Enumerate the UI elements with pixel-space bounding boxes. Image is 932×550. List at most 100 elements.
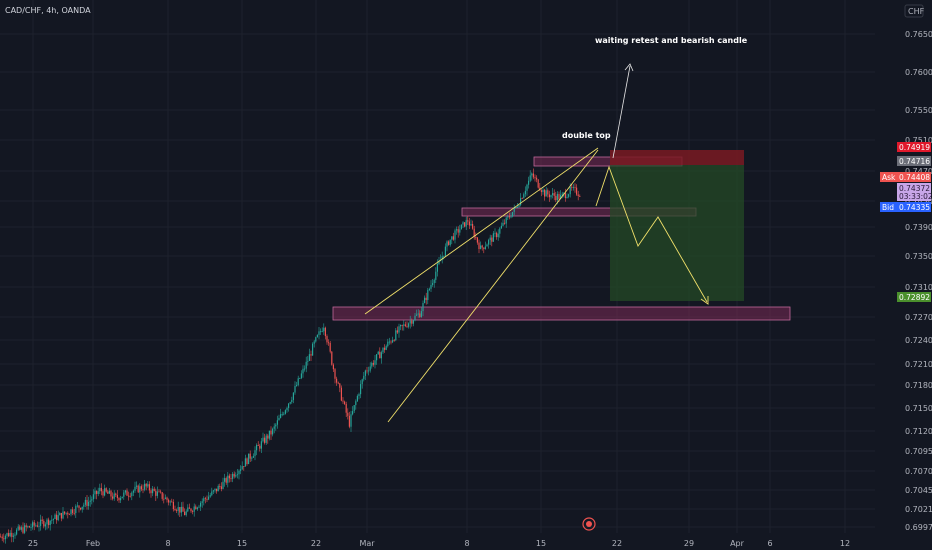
candle-body — [390, 341, 392, 343]
candle-body — [313, 341, 315, 344]
candle-body — [134, 486, 136, 491]
candle-body — [344, 401, 346, 404]
candle-body — [59, 513, 61, 516]
candle-body — [504, 222, 506, 224]
candle-body — [467, 220, 469, 222]
candle-body — [420, 311, 422, 318]
candle-body — [403, 324, 405, 326]
candle-body — [531, 173, 533, 176]
candle-body — [550, 195, 552, 198]
candle-body — [145, 483, 147, 487]
candle-body — [182, 506, 184, 512]
candle-body — [334, 369, 336, 379]
candle-body — [427, 289, 429, 301]
target-arrowhead — [700, 296, 709, 305]
candle-body — [377, 351, 379, 355]
candle-body — [200, 502, 202, 507]
candle-body — [36, 525, 38, 527]
candle-body — [19, 526, 21, 530]
time-axis[interactable]: 25 Feb 8 15 22 Mar 8 15 22 29 Apr 6 12 — [28, 539, 850, 548]
price-tag — [897, 183, 931, 201]
candle-body — [70, 509, 72, 515]
candle-body — [369, 366, 371, 371]
candle-body — [204, 498, 206, 500]
candle-body — [571, 186, 573, 188]
x-tick-label: 15 — [237, 539, 247, 548]
candle-body — [83, 504, 85, 507]
x-tick-label: 22 — [612, 539, 622, 548]
candle-body — [211, 491, 213, 496]
candle-body — [84, 499, 86, 505]
candle-body — [294, 385, 296, 393]
candle-body — [115, 493, 117, 496]
candle-body — [310, 354, 312, 356]
candle-body — [124, 490, 126, 493]
candle-body — [148, 484, 150, 491]
candle-body — [331, 351, 333, 365]
candle-body — [393, 340, 395, 341]
candle-body — [267, 435, 269, 439]
candle-body — [172, 501, 174, 510]
candle-body — [75, 506, 77, 514]
candle-body — [510, 216, 512, 218]
event-marker-icon[interactable] — [582, 517, 596, 531]
candle-body — [220, 486, 222, 489]
candle-body — [352, 411, 354, 415]
candle-body — [243, 466, 245, 467]
candle-body — [278, 417, 280, 421]
candle-body — [16, 529, 18, 535]
candle-body — [169, 501, 171, 503]
x-tick-label: 6 — [767, 539, 772, 548]
candle-body — [312, 343, 314, 356]
candle-body — [64, 511, 66, 514]
price-tag-value: 0.74335 — [899, 203, 930, 212]
candle-body — [409, 320, 411, 324]
candle-body — [283, 413, 285, 415]
candle-body — [113, 493, 115, 499]
candle-body — [355, 401, 357, 406]
candle-body — [216, 488, 218, 492]
candle-body — [470, 223, 472, 226]
candle-body — [164, 497, 166, 499]
target-support-zone — [332, 306, 791, 321]
candle-body — [478, 242, 480, 250]
candle-body — [60, 513, 62, 519]
candle-body — [384, 347, 386, 350]
candle-body — [526, 184, 528, 191]
candle-body — [305, 361, 307, 369]
candle-body — [57, 515, 59, 521]
candle-body — [268, 430, 270, 439]
candle-body — [24, 525, 26, 533]
candle-body — [558, 194, 560, 199]
candle-body — [212, 490, 214, 492]
currency-label: CHF — [908, 7, 925, 16]
candle-body — [579, 195, 581, 197]
candle-body — [360, 384, 362, 395]
candle-body — [560, 194, 562, 199]
candle-body — [380, 352, 382, 359]
candle-body — [246, 458, 248, 465]
candle-body — [140, 486, 142, 490]
candle-body — [232, 473, 234, 479]
candle-body — [65, 512, 67, 514]
candle-body — [193, 506, 195, 512]
candle-body — [72, 509, 74, 513]
candle-body — [201, 501, 203, 503]
support-resistance-zones — [332, 150, 791, 321]
price-tag-value: 0.74408 — [899, 173, 930, 182]
candle-body — [91, 499, 93, 501]
candle-body — [49, 520, 51, 526]
candle-body — [35, 525, 37, 527]
candle-body — [496, 232, 498, 238]
currency-badge[interactable] — [904, 4, 924, 18]
candle-body — [539, 187, 541, 191]
